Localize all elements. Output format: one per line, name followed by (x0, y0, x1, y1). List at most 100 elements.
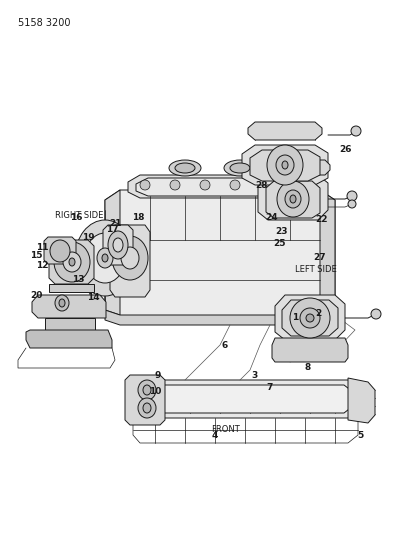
Text: 13: 13 (72, 276, 84, 285)
Ellipse shape (108, 231, 128, 259)
Ellipse shape (63, 252, 81, 272)
Ellipse shape (169, 160, 201, 176)
Ellipse shape (230, 163, 250, 173)
Ellipse shape (143, 403, 151, 413)
Ellipse shape (170, 180, 180, 190)
Ellipse shape (200, 180, 210, 190)
Ellipse shape (140, 180, 150, 190)
Text: 6: 6 (222, 341, 228, 350)
Ellipse shape (290, 298, 330, 338)
Polygon shape (133, 385, 353, 413)
Text: FRONT: FRONT (211, 425, 239, 434)
Polygon shape (260, 160, 330, 175)
Ellipse shape (138, 380, 156, 400)
Text: 27: 27 (314, 254, 326, 262)
Ellipse shape (267, 145, 303, 185)
Polygon shape (128, 380, 358, 418)
Polygon shape (242, 145, 328, 185)
Ellipse shape (276, 155, 294, 175)
Polygon shape (266, 181, 320, 218)
Text: 19: 19 (82, 233, 94, 243)
Polygon shape (45, 318, 95, 330)
Polygon shape (258, 175, 328, 220)
Ellipse shape (230, 180, 240, 190)
Text: 25: 25 (274, 238, 286, 247)
Polygon shape (272, 338, 348, 362)
Text: 11: 11 (36, 244, 48, 253)
Text: 18: 18 (132, 214, 144, 222)
Ellipse shape (85, 233, 125, 283)
Polygon shape (103, 225, 133, 265)
Ellipse shape (290, 195, 296, 203)
Ellipse shape (285, 190, 301, 208)
Text: 15: 15 (30, 252, 42, 261)
Polygon shape (105, 190, 120, 315)
Polygon shape (105, 310, 335, 325)
Ellipse shape (138, 398, 156, 418)
Text: 5: 5 (357, 431, 363, 440)
Ellipse shape (143, 385, 151, 395)
Text: 20: 20 (30, 290, 42, 300)
Ellipse shape (59, 299, 65, 307)
Text: 21: 21 (110, 219, 122, 228)
Ellipse shape (351, 126, 361, 136)
Text: 26: 26 (339, 146, 351, 155)
Text: 10: 10 (149, 387, 161, 397)
Text: 22: 22 (316, 215, 328, 224)
Text: LEFT SIDE: LEFT SIDE (295, 265, 337, 274)
Text: 7: 7 (267, 384, 273, 392)
Ellipse shape (102, 254, 108, 262)
Polygon shape (248, 122, 322, 140)
Text: 1: 1 (292, 313, 298, 322)
Text: 9: 9 (155, 370, 161, 379)
Polygon shape (250, 150, 320, 181)
Ellipse shape (112, 236, 148, 280)
Ellipse shape (50, 240, 70, 262)
Text: 23: 23 (276, 228, 288, 237)
Ellipse shape (121, 247, 139, 269)
Text: 3: 3 (252, 370, 258, 379)
Polygon shape (136, 178, 310, 196)
Polygon shape (320, 190, 335, 315)
Polygon shape (32, 295, 106, 318)
Polygon shape (49, 240, 94, 284)
Polygon shape (44, 237, 76, 264)
Text: 8: 8 (305, 364, 311, 373)
Ellipse shape (300, 308, 320, 328)
Text: RIGHT SIDE: RIGHT SIDE (55, 211, 103, 220)
Ellipse shape (97, 248, 113, 268)
Text: 4: 4 (212, 431, 218, 440)
Polygon shape (128, 175, 318, 198)
Ellipse shape (277, 181, 309, 217)
Ellipse shape (55, 295, 69, 311)
Polygon shape (26, 330, 112, 348)
Text: 5158 3200: 5158 3200 (18, 18, 71, 28)
Ellipse shape (54, 242, 90, 282)
Ellipse shape (69, 258, 75, 266)
Ellipse shape (306, 314, 314, 322)
Text: 12: 12 (36, 261, 48, 270)
Text: 2: 2 (315, 309, 321, 318)
Ellipse shape (348, 200, 356, 208)
Ellipse shape (371, 309, 381, 319)
Ellipse shape (260, 180, 270, 190)
Ellipse shape (113, 238, 123, 252)
Ellipse shape (175, 163, 195, 173)
Text: 24: 24 (266, 213, 278, 222)
Text: 16: 16 (70, 214, 82, 222)
Text: 17: 17 (106, 225, 118, 235)
Ellipse shape (282, 161, 288, 169)
Text: 28: 28 (256, 181, 268, 190)
Ellipse shape (224, 160, 256, 176)
Text: 14: 14 (86, 294, 99, 303)
Polygon shape (275, 295, 345, 340)
Polygon shape (110, 225, 150, 297)
Ellipse shape (75, 220, 135, 296)
Ellipse shape (290, 180, 300, 190)
Polygon shape (125, 375, 165, 425)
Polygon shape (348, 378, 375, 423)
Polygon shape (282, 300, 338, 336)
Polygon shape (105, 190, 335, 320)
Ellipse shape (347, 191, 357, 201)
Polygon shape (49, 284, 94, 292)
